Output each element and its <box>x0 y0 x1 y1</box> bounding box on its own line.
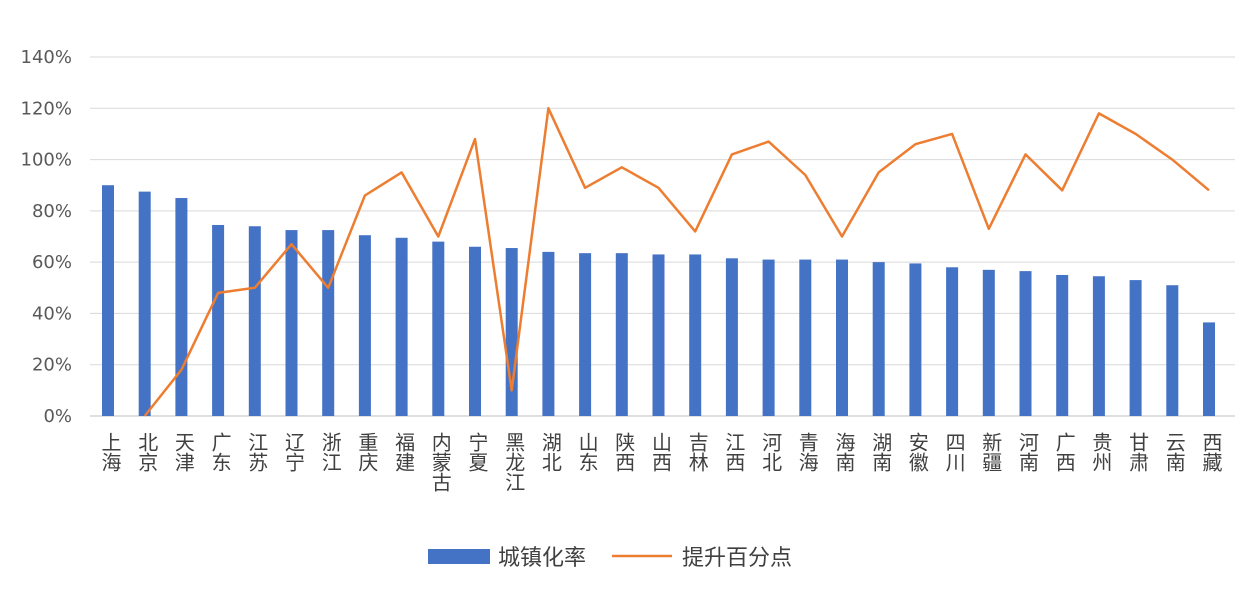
bar <box>689 254 702 416</box>
y-tick-label: 120% <box>21 98 72 119</box>
bar <box>1203 322 1215 416</box>
bar <box>175 198 188 416</box>
series-line <box>143 107 1210 417</box>
x-category-label: 江苏 <box>245 432 269 472</box>
bar <box>1166 285 1179 416</box>
x-category-label: 辽宁 <box>282 432 306 472</box>
x-category-label: 西藏 <box>1199 432 1223 472</box>
x-category-label: 湖北 <box>538 432 562 472</box>
y-tick-label: 20% <box>32 355 72 376</box>
legend-swatch-bar <box>428 549 490 564</box>
x-category-label: 广西 <box>1052 432 1076 472</box>
x-category-label: 四川 <box>942 432 966 472</box>
bar <box>725 258 738 416</box>
x-category-label: 山东 <box>575 432 599 472</box>
x-category-label: 河南 <box>1016 432 1040 472</box>
x-category-label: 陕西 <box>612 432 636 472</box>
bar <box>469 246 481 416</box>
bar <box>432 241 445 416</box>
x-category-label: 山西 <box>649 432 673 472</box>
x-category-label: 上海 <box>98 432 122 472</box>
legend-label-line: 提升百分点 <box>682 546 792 571</box>
bar <box>872 262 885 416</box>
bar <box>102 185 114 416</box>
x-category-label: 福建 <box>392 432 416 472</box>
x-category-label: 天津 <box>171 432 195 472</box>
bar <box>579 253 592 416</box>
bar <box>1129 280 1142 416</box>
bar <box>982 269 995 416</box>
bar <box>1092 276 1105 416</box>
bar <box>909 263 922 416</box>
x-category-label: 黑龙江 <box>502 432 526 492</box>
y-axis-tick-labels: 0% 20% 40% 60% 80% 100% 120% 140% <box>21 47 72 427</box>
x-category-label: 海南 <box>832 432 856 472</box>
x-category-label: 安徽 <box>905 432 929 472</box>
x-category-label: 内蒙古 <box>428 432 452 492</box>
bar <box>542 251 555 416</box>
bar <box>212 224 225 416</box>
bar <box>836 259 848 416</box>
y-tick-label: 80% <box>32 201 72 222</box>
y-tick-label: 100% <box>21 150 72 171</box>
bar <box>762 259 775 416</box>
bar-series <box>102 185 1215 416</box>
x-category-label: 广东 <box>208 432 232 472</box>
y-tick-label: 0% <box>43 406 72 427</box>
line-series <box>143 107 1210 417</box>
bar <box>946 267 959 416</box>
bar <box>1056 274 1069 416</box>
bar <box>358 235 371 416</box>
x-category-label: 河北 <box>759 432 783 472</box>
legend-label-bar: 城镇化率 <box>498 546 586 571</box>
x-category-label: 云南 <box>1162 432 1186 472</box>
y-tick-label: 60% <box>32 252 72 273</box>
bar <box>322 230 335 416</box>
x-axis-category-labels: 上海 北京 天津 广东 江苏 辽宁 浙江 重庆 福建 内蒙古 宁夏 黑龙江 湖北 山东 陕西 山西 吉林 江西 河北… <box>98 432 1223 492</box>
legend: 城镇化率 提升百分点 <box>428 546 792 571</box>
bar <box>652 254 665 416</box>
x-category-label: 江西 <box>722 432 746 472</box>
x-category-label: 吉林 <box>685 432 709 472</box>
y-tick-label: 140% <box>21 47 72 68</box>
bar <box>285 230 298 416</box>
x-category-label: 宁夏 <box>465 432 489 472</box>
y-tick-label: 40% <box>32 303 72 324</box>
bar <box>248 226 261 416</box>
x-category-label: 青海 <box>795 432 819 472</box>
bar <box>1019 271 1032 416</box>
x-category-label: 湖南 <box>869 432 893 472</box>
bar <box>615 253 628 416</box>
x-category-label: 北京 <box>135 432 159 472</box>
x-category-label: 甘肃 <box>1126 432 1150 472</box>
bar <box>395 237 408 416</box>
x-category-label: 新疆 <box>979 432 1003 472</box>
x-category-label: 重庆 <box>355 432 379 472</box>
x-category-label: 贵州 <box>1089 432 1113 472</box>
x-category-label: 浙江 <box>318 432 342 472</box>
bar <box>799 259 812 416</box>
bar <box>138 191 151 416</box>
